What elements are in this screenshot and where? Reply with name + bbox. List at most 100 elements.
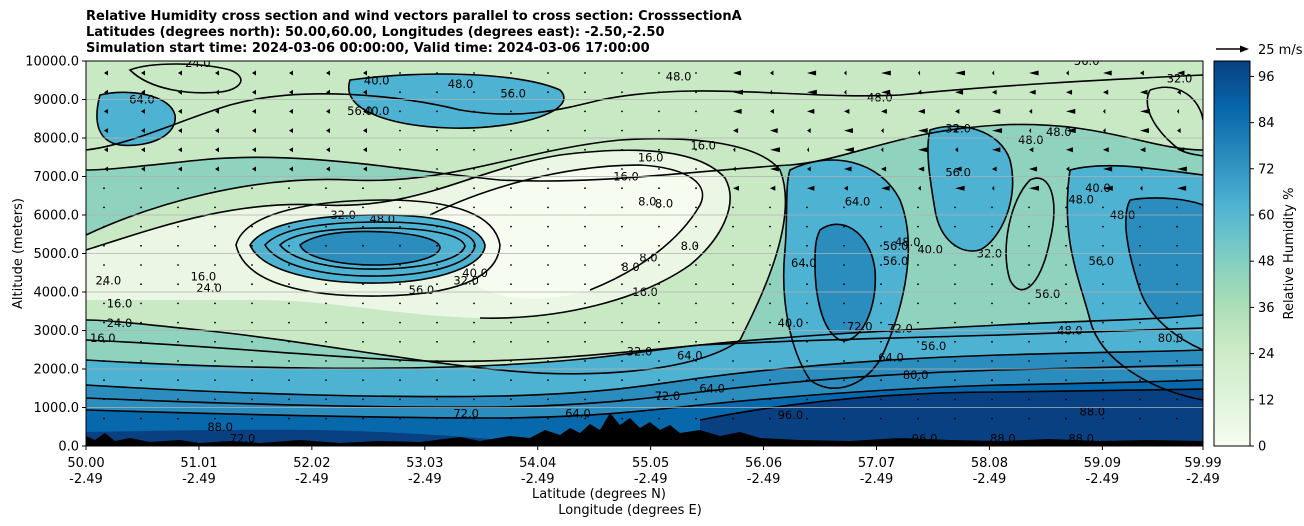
wind-vector (140, 398, 142, 401)
wind-vector (399, 187, 401, 190)
wind-vector (695, 244, 697, 247)
wind-vector (658, 360, 660, 362)
wind-vector (1066, 70, 1069, 76)
wind-vector (178, 166, 182, 172)
wind-vector (215, 70, 219, 76)
wind-vector (436, 148, 438, 151)
rh-region-moist-blob-west-inner (300, 231, 440, 265)
wind-vector (806, 225, 808, 228)
rh-contour-line (86, 349, 1203, 398)
wind-vector (1028, 321, 1030, 324)
wind-vector (1140, 70, 1144, 76)
wind-vector (770, 128, 778, 134)
colorbar-tick-label: 72 (1258, 162, 1275, 177)
contour-label: 88.0 (990, 431, 1016, 445)
wind-vector (880, 321, 882, 324)
wind-vector (992, 70, 995, 76)
contour-label: 24.0 (107, 316, 133, 330)
wind-vector (621, 417, 623, 420)
wind-vector (1139, 360, 1141, 362)
y-tick-label: 5000.0 (34, 247, 80, 262)
wind-vector (140, 321, 142, 324)
wind-vector (843, 283, 845, 286)
wind-vector (1066, 147, 1073, 153)
x-axis: 50.00-2.4951.01-2.4952.02-2.4953.03-2.49… (67, 446, 1222, 487)
contour-label: 16.0 (191, 270, 217, 284)
wind-vector (1140, 128, 1149, 134)
wind-vector (1177, 147, 1185, 153)
wind-vector (843, 302, 845, 305)
wind-vector (843, 321, 845, 324)
wind-vector (621, 129, 623, 132)
y-axis: 0.0 1000.0 2000.0 3000.0 4000.0 5000.0 6000.0 7… (25, 55, 86, 455)
wind-vector (325, 187, 327, 190)
wind-vector (288, 206, 290, 209)
wind-vector (399, 206, 401, 209)
wind-vector (177, 398, 179, 401)
contour-label: 16.0 (90, 331, 116, 345)
wind-vector (325, 340, 327, 343)
contour-label: 72.0 (847, 320, 873, 334)
rh-contour-line (347, 73, 565, 129)
terrain-silhouette (86, 413, 1203, 446)
wind-vector (770, 70, 774, 76)
rh-contour-line (86, 74, 1203, 151)
wind-vector (473, 129, 475, 132)
wind-vector (1028, 283, 1030, 286)
wind-vector (104, 128, 108, 134)
rh-contour-line (814, 223, 877, 342)
wind-vector (251, 321, 253, 324)
x-tick-label-longitude: -2.49 (182, 472, 216, 487)
wind-vector (917, 225, 919, 228)
contour-label: 72.0 (230, 431, 256, 445)
x-tick-label-latitude: 53.03 (406, 456, 443, 471)
wind-vector (141, 70, 145, 76)
wind-vector (251, 206, 253, 209)
wind-vector (843, 225, 845, 228)
wind-vector (695, 302, 697, 305)
wind-vector (510, 187, 512, 190)
contour-label: 72.0 (655, 389, 681, 403)
wind-vector (1177, 166, 1187, 172)
wind-vector (695, 168, 697, 170)
wind-vector (252, 89, 256, 95)
wind-vector (1102, 398, 1104, 401)
wind-vector (1102, 206, 1104, 209)
wind-vector (658, 340, 660, 343)
chart-title-line-3: Simulation start time: 2024-03-06 00:00:… (86, 41, 650, 56)
y-tick-label: 8000.0 (34, 132, 80, 147)
wind-vector (473, 283, 475, 286)
rh-contour-line (86, 379, 1203, 419)
wind-vector (807, 166, 811, 172)
wind-vector (473, 225, 475, 228)
wind-vector (436, 321, 438, 324)
wind-vector (510, 206, 512, 209)
wind-vector (362, 244, 364, 247)
wind-vector (880, 398, 882, 401)
wind-vector (917, 398, 919, 401)
wind-vector (955, 128, 958, 134)
wind-vector (955, 108, 960, 114)
wind-vector (510, 91, 512, 94)
wind-vector (806, 321, 808, 324)
wind-vector (288, 398, 290, 401)
x-tick-label-latitude: 50.00 (67, 456, 104, 471)
wind-vector (844, 147, 854, 153)
wind-vector (991, 360, 993, 362)
wind-vector (1176, 321, 1178, 324)
wind-vector (881, 147, 884, 153)
wind-vector (547, 168, 549, 170)
wind-vector (732, 360, 734, 362)
wind-vector (584, 417, 586, 420)
colorbar-tick-label: 48 (1258, 255, 1275, 270)
wind-vector (251, 283, 253, 286)
wind-vector (289, 108, 293, 114)
wind-vector (621, 91, 623, 94)
wind-vector (1177, 89, 1181, 95)
contour-label: 72.0 (453, 406, 479, 420)
wind-vector (473, 302, 475, 305)
contour-label: 88.0 (207, 420, 233, 434)
wind-vector (436, 264, 438, 266)
wind-vector (1028, 206, 1030, 209)
